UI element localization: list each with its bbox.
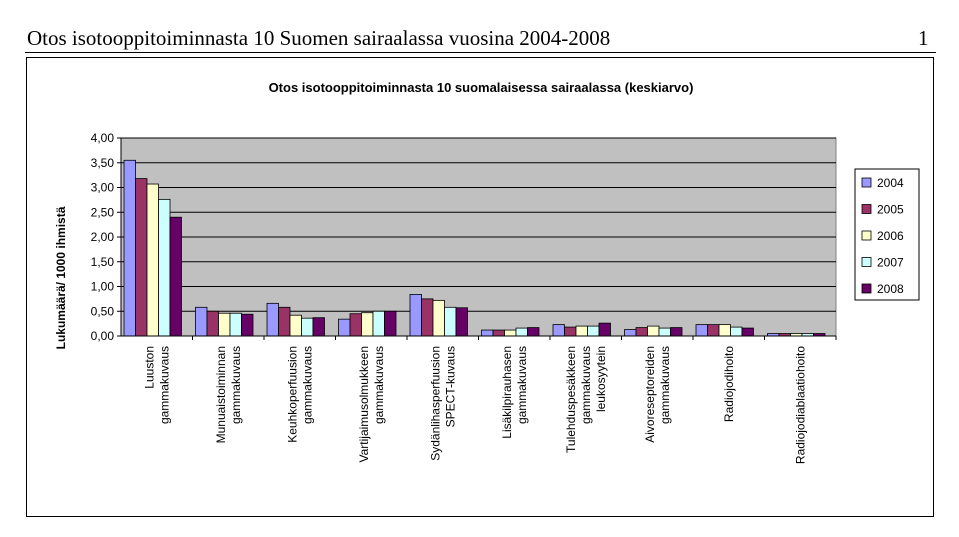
bar-2004 — [552, 324, 565, 337]
bar-2005 — [206, 310, 219, 337]
y-tick-label: 1,50 — [91, 255, 115, 269]
bar-2008 — [741, 327, 754, 337]
bar-2005 — [135, 178, 148, 337]
bar-2008 — [670, 327, 683, 337]
bar-2008 — [527, 327, 540, 337]
x-category-label: gammakuvaus — [579, 346, 593, 424]
bar-2006 — [575, 325, 588, 337]
bar-2007 — [158, 198, 171, 337]
chart-frame: Otos isotooppitoiminnasta 10 suomalaises… — [26, 57, 934, 517]
bar-2004 — [266, 302, 279, 337]
bar-2007 — [515, 327, 528, 337]
gridlines — [121, 137, 836, 312]
bar-2006 — [361, 312, 374, 337]
legend-swatch-2007 — [861, 257, 872, 267]
legend-label-2006: 2006 — [877, 229, 904, 243]
bar-2007 — [658, 327, 671, 337]
x-category-label: Radiojodiablaatiohoito — [793, 346, 807, 464]
bar-2005 — [349, 313, 362, 337]
x-category-label: leukosyytein — [594, 346, 608, 412]
legend-label-2007: 2007 — [877, 256, 904, 270]
bar-2005 — [492, 329, 505, 337]
bar-2008 — [455, 307, 468, 337]
legend-label-2008: 2008 — [877, 282, 904, 296]
y-tick-label: 2,00 — [91, 230, 115, 244]
x-category-label: Munuaistoiminnan — [214, 346, 228, 443]
bar-2005 — [421, 298, 434, 337]
x-category-label: gammakuvaus — [515, 346, 529, 424]
x-category-label: Radiojodihoito — [722, 346, 736, 422]
bar-2006 — [289, 314, 302, 337]
legend-swatch-2006 — [861, 230, 872, 241]
bar-2008 — [312, 317, 325, 337]
legend-swatch-2008 — [861, 283, 872, 294]
y-axis-label: Lukumäärä/ 1000 ihmistä — [54, 206, 68, 349]
y-tick-label: 0,50 — [91, 304, 115, 318]
bar-2007 — [444, 306, 457, 337]
x-category-label: gammakuvaus — [300, 346, 314, 424]
bar-2007 — [301, 317, 314, 337]
bar-2008 — [598, 322, 611, 337]
x-labels: Luuston gammakuvaus Munuaistoiminnan gammak… — [142, 336, 837, 464]
chart-svg: Otos isotooppitoiminnasta 10 suomalaises… — [54, 80, 920, 464]
bar-2005 — [278, 306, 291, 337]
bar-2006 — [718, 324, 731, 337]
x-category-label: gammakuvaus — [372, 346, 386, 424]
legend-swatch-2004 — [861, 177, 872, 188]
bar-2007 — [587, 325, 600, 337]
bar-2004 — [338, 318, 351, 337]
y-tick-label: 3,00 — [91, 181, 115, 195]
bar-2005 — [707, 324, 720, 337]
y-tick-label: 2,50 — [91, 205, 115, 219]
x-category-label: gammakuvaus — [658, 346, 672, 424]
x-category-label: Aivoreseptoreiden — [643, 346, 657, 443]
bar-2004 — [409, 294, 422, 337]
x-category-label: Lisäkilpirauhasen — [500, 346, 514, 439]
bar-2006 — [647, 325, 660, 337]
document-title: Otos isotooppitoiminnasta 10 Suomen sair… — [27, 26, 611, 50]
page-number: 1 — [918, 26, 929, 50]
header-rule — [25, 52, 936, 53]
y-ticks: 0,00 0,50 1,00 1,50 2,00 2,50 3,00 3,50 4,00 — [91, 131, 121, 343]
bar-2005 — [635, 327, 648, 337]
bar-2006 — [504, 329, 517, 337]
bar-2008 — [384, 310, 397, 337]
bar-2004 — [195, 306, 208, 337]
x-category-label: Tulehduspesäkkeen — [564, 346, 578, 453]
x-category-label: SPECT-kuvaus — [443, 346, 457, 427]
legend: 2004 2005 2006 2007 2008 — [854, 168, 920, 301]
bar-2008 — [241, 313, 254, 337]
bar-2007 — [229, 312, 242, 337]
bar-2006 — [432, 299, 445, 337]
bar-2005 — [564, 326, 577, 337]
y-tick-label: 4,00 — [91, 131, 115, 145]
legend-label-2004: 2004 — [877, 176, 904, 190]
bar-2007 — [730, 326, 743, 337]
x-category-label: gammakuvaus — [229, 346, 243, 424]
legend-swatch-2005 — [861, 204, 872, 214]
bar-2004 — [123, 159, 136, 337]
bar-2004 — [695, 324, 708, 337]
bar-2008 — [169, 216, 182, 337]
x-category-label: Vartijaimusolmukkeen — [357, 346, 371, 463]
bar-2004 — [624, 329, 637, 337]
bar-2007 — [372, 310, 385, 337]
x-category-label: Luuston — [142, 346, 156, 389]
bar-2004 — [481, 329, 494, 337]
x-category-label: gammakuvaus — [157, 346, 171, 424]
x-category-label: Keuhkoperfuusion — [285, 346, 299, 443]
y-tick-label: 0,00 — [91, 329, 115, 343]
bar-2006 — [218, 312, 231, 337]
chart-title: Otos isotooppitoiminnasta 10 suomalaises… — [269, 80, 694, 95]
y-tick-label: 1,00 — [91, 280, 115, 294]
y-tick-label: 3,50 — [91, 156, 115, 170]
bar-2006 — [146, 183, 159, 337]
legend-label-2005: 2005 — [877, 203, 904, 217]
x-category-label: Sydänlihasperfuusion — [428, 346, 442, 461]
